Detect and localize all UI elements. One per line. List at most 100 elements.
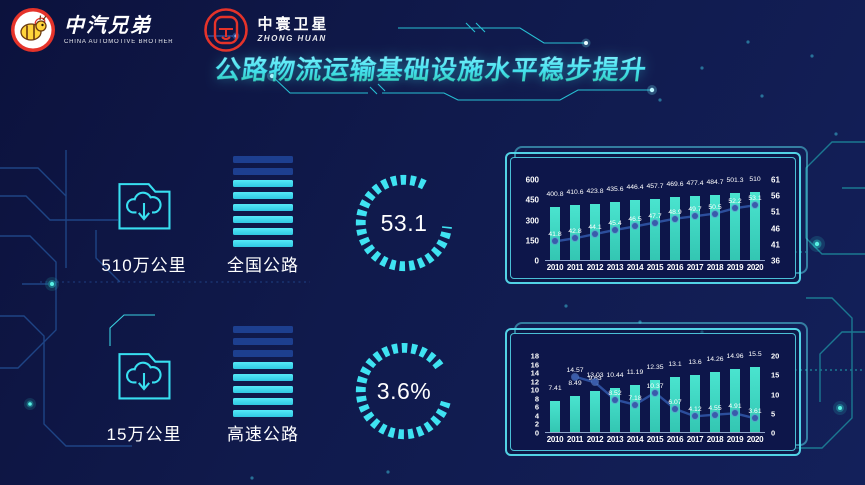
line-point [692, 413, 698, 420]
line-point [732, 205, 738, 212]
axis-tick-label: 0 [534, 428, 539, 438]
bar-value-label: 423.8 [586, 187, 604, 195]
bar-value-label: 13.1 [668, 360, 682, 368]
page-title: 公路物流运输基础设施水平稳步提升 [213, 50, 650, 87]
bar-value-label: 510 [749, 176, 761, 183]
bar [550, 400, 560, 432]
line-value-label: 13.03 [586, 372, 604, 380]
line-point [592, 379, 598, 386]
x-axis-category: 2020 [746, 435, 764, 444]
line-value-label: 14.57 [566, 366, 584, 374]
bar-value-label: 7.41 [548, 384, 562, 392]
axis-tick-label: 14 [530, 368, 539, 378]
chart-plot-background: 0 150 300 450 600 36 41 46 51 56 61 400.8 410.6 423… [510, 157, 796, 279]
line-point [632, 401, 638, 408]
x-axis-category: 2010 [546, 435, 564, 444]
folder-cloud-download-icon [118, 353, 171, 400]
line-point [672, 215, 678, 222]
x-axis-labels: 2010 2011 2012 2013 2014 2015 2016 2017 2018 2019… [545, 263, 765, 276]
axis-tick-label: 450 [525, 195, 539, 205]
axis-tick-label: 2 [534, 419, 539, 429]
bar-value-label: 469.6 [666, 181, 684, 189]
bar-value-label: 446.4 [626, 184, 644, 192]
x-axis-category: 2018 [706, 263, 724, 272]
axis-tick-label: 8 [534, 394, 539, 404]
axis-tick-label: 10 [771, 390, 780, 399]
axis-tick-label: 12 [530, 377, 539, 387]
bar [710, 195, 720, 260]
stack-bar [233, 350, 293, 357]
line-value-label: 47.7 [648, 212, 662, 220]
line-value-label: 10.37 [646, 382, 664, 390]
line-point [572, 235, 578, 242]
x-axis-category: 2017 [686, 263, 704, 272]
logo-title: 中汽兄弟 [64, 14, 152, 37]
line-value-label: 41.8 [548, 231, 562, 239]
bar-value-label: 457.7 [646, 182, 664, 190]
bar [610, 387, 620, 432]
stack-bar [233, 338, 293, 345]
bar [670, 197, 680, 260]
bar-value-label: 11.19 [626, 368, 644, 376]
stack-bar [233, 326, 293, 333]
seal-icon [204, 8, 249, 52]
stack-bar [233, 240, 293, 247]
line-value-label: 45.4 [608, 220, 622, 228]
bar [710, 371, 720, 432]
stacked-bars-icon [233, 156, 293, 247]
stat-label-expressway: 高速公路 [227, 425, 299, 444]
line-value-label: 7.18 [628, 394, 642, 402]
x-axis-category: 2019 [726, 435, 744, 444]
axis-tick-label: 5 [771, 409, 776, 419]
gauge-national-road: 53.1 [349, 168, 459, 278]
left-axis-ticks: 0 2 4 6 8 10 12 14 16 18 [516, 352, 539, 438]
axis-tick-label: 10 [530, 385, 539, 395]
x-axis-category: 2013 [606, 435, 624, 444]
bar [690, 196, 700, 260]
stack-bar [233, 192, 293, 199]
axis-tick-label: 15 [771, 370, 780, 380]
line-value-label: 48.9 [668, 208, 682, 216]
logo-title: 中寰卫星 [257, 15, 330, 33]
bar-value-label: 8.49 [568, 380, 582, 388]
line-point [652, 389, 658, 396]
bar-value-label: 15.5 [748, 350, 762, 358]
bar-value-label: 14.26 [706, 355, 724, 363]
line-value-label: 4.12 [688, 406, 702, 414]
x-axis-category: 2013 [606, 263, 624, 272]
bar [650, 379, 660, 432]
line-value-label: 6.07 [668, 399, 682, 407]
stack-bar [233, 180, 293, 187]
line-value-label: 49.7 [688, 206, 702, 214]
line-point [692, 213, 698, 220]
bar [730, 368, 740, 432]
line-series [545, 356, 765, 432]
x-axis-category: 2012 [586, 435, 604, 444]
right-axis-ticks: 36 41 46 51 56 61 [769, 176, 791, 266]
line-point [612, 226, 618, 233]
stack-bar [233, 398, 293, 405]
x-axis-category: 2011 [566, 435, 584, 444]
x-axis-category: 2017 [686, 435, 704, 444]
axis-tick-label: 51 [771, 207, 780, 217]
logo-subtitle: ZHONG HUAN [257, 34, 327, 44]
gauge-value: 53.1 [380, 209, 428, 236]
x-axis-category: 2020 [746, 263, 764, 272]
line-point [752, 415, 758, 422]
bar [750, 192, 760, 260]
x-axis-category: 2016 [666, 263, 684, 272]
stat-value-expressway: 15万公里 [106, 425, 182, 444]
axis-tick-label: 41 [771, 240, 780, 250]
dashed-ring-icon [355, 174, 452, 272]
stat-value-national: 510万公里 [101, 256, 187, 275]
x-axis-category: 2014 [626, 263, 644, 272]
bar-value-label: 10.44 [606, 371, 624, 379]
axis-tick-label: 150 [525, 236, 539, 246]
bar [650, 198, 660, 260]
axis-tick-label: 36 [771, 256, 780, 266]
line-value-label: 50.5 [708, 203, 722, 211]
axis-tick-label: 18 [530, 351, 539, 361]
stack-bar [233, 362, 293, 369]
gauge-expressway: 3.6% [349, 336, 459, 446]
